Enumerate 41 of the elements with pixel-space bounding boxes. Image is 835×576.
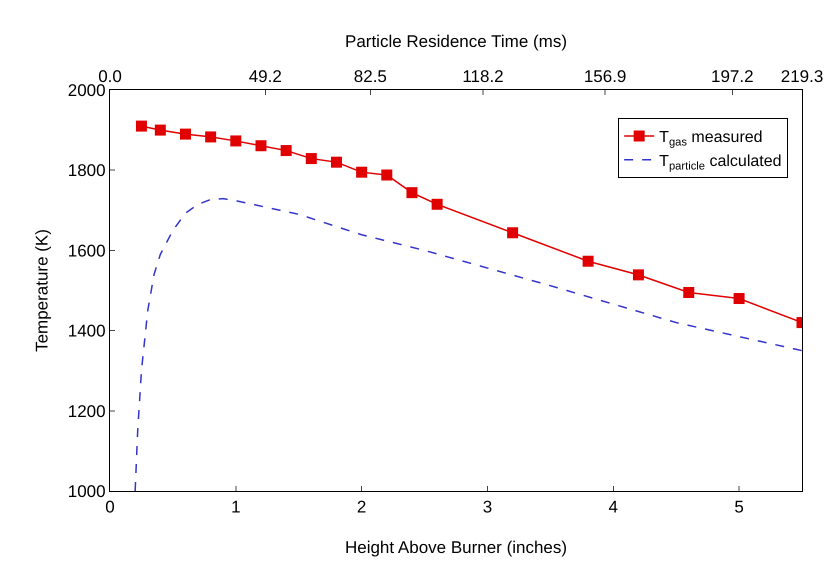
point [734, 293, 745, 304]
y-tick-label: 1800 [68, 161, 106, 180]
x-tick-label: 4 [608, 497, 618, 516]
point [356, 166, 368, 178]
point [154, 124, 166, 136]
y-tick-label: 1200 [68, 402, 106, 421]
point [330, 156, 342, 168]
point [255, 140, 266, 152]
point [381, 170, 392, 181]
line-series [134, 198, 802, 491]
x-tick-label: 2 [356, 497, 366, 516]
x-axis-title: Height Above Burner (inches) [344, 538, 568, 557]
point [280, 145, 292, 156]
point [205, 131, 216, 142]
y-tick-label: 1000 [68, 482, 106, 501]
x-tick-label: 0 [105, 497, 115, 516]
point [306, 153, 317, 164]
point [406, 187, 418, 198]
point [582, 256, 594, 267]
x-tick-label: 1 [231, 497, 241, 516]
point [632, 269, 644, 280]
point [230, 135, 242, 146]
x2-tick-label: 49.2 [248, 67, 282, 86]
x2-tick-label: 219.3 [780, 67, 824, 86]
x2-tick-label: 197.2 [710, 67, 754, 86]
point [136, 120, 147, 132]
x2-tick-label: 156.9 [584, 67, 626, 86]
point [432, 198, 443, 210]
y-tick-label: 1400 [68, 322, 106, 341]
x2-tick-label: 82.5 [354, 67, 387, 86]
x-tick-label: 3 [482, 497, 492, 516]
legend-label: T$_{particle}$ calculated [659, 153, 782, 172]
legend-label: T$_{gas}$ measured [659, 129, 763, 149]
x2-tick-label: 118.2 [462, 67, 504, 86]
x2-axis-title: Particle Residence Time (ms) [344, 32, 568, 51]
point [683, 287, 694, 298]
point [507, 227, 518, 238]
x-tick-label: 5 [734, 497, 744, 516]
y-axis-title: Temperature (K) [32, 229, 52, 352]
y-tick-label: 1600 [68, 241, 106, 260]
point [180, 128, 191, 140]
